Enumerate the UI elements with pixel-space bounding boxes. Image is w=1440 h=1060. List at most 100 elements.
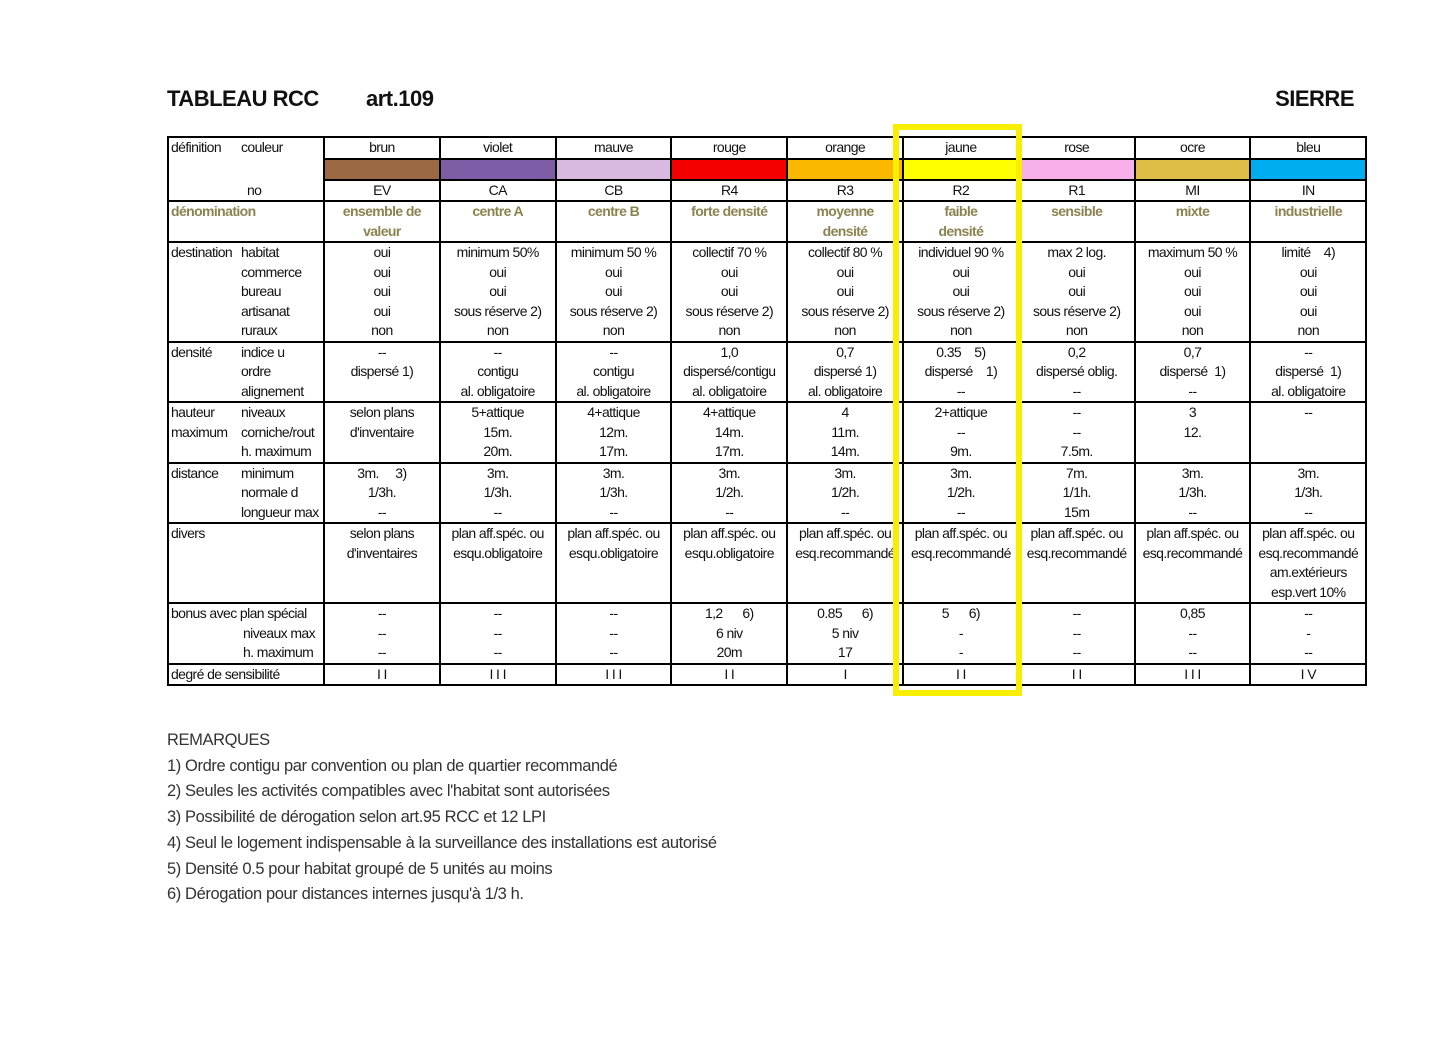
- cell-line: max 2 log.: [1047, 244, 1106, 260]
- remarks-title: REMARQUES: [167, 731, 270, 749]
- cell-line: 14m.: [830, 443, 860, 459]
- cell-line: collectif 80 %: [808, 244, 883, 260]
- cell-line: moyenne: [816, 203, 874, 219]
- zone-code: R3: [786, 178, 904, 202]
- cell-line: 12m.: [599, 423, 628, 440]
- cell-line: limité 4): [1281, 244, 1336, 260]
- row-label-sub: artisanat: [241, 302, 290, 319]
- color-name: bleu: [1249, 136, 1368, 160]
- article-number: art.109: [366, 86, 434, 111]
- cell-line: 1/3h.: [483, 484, 513, 500]
- row-label-sub: normale d: [241, 484, 298, 500]
- zone-denomination: ensemble de valeur: [323, 200, 441, 243]
- row-label-sub: ordre: [241, 363, 271, 379]
- cell-line: --: [493, 343, 503, 360]
- cell-line: esqu.obligatoire: [568, 544, 659, 561]
- row-label-destination: destination habitat commerce bureau artisana…: [167, 241, 325, 343]
- cell-line: oui: [373, 244, 391, 260]
- cell-line: oui: [1184, 263, 1201, 280]
- row-label-sub: commerce: [241, 263, 302, 280]
- cell-line: oui: [373, 283, 391, 299]
- cell-line: 15m.: [483, 423, 513, 440]
- color-name: rose: [1017, 136, 1136, 160]
- cell-line: non: [371, 322, 393, 338]
- cell-line: plan aff.spéc. ou: [683, 525, 776, 541]
- zone-denomination: sensible: [1017, 200, 1136, 243]
- cell-line: --: [1072, 644, 1082, 660]
- cell-line: --: [377, 644, 387, 660]
- cell-line: --: [377, 343, 387, 360]
- row-no: EV CA CB R4 R3 R2 R1 MI IN: [168, 178, 1368, 202]
- label-definition: définition: [171, 139, 222, 155]
- row-couleur: définition couleur no brun violet mauve rouge o…: [167, 136, 1368, 202]
- cell-line: 3m.: [1297, 464, 1320, 481]
- row-label-sub: niveaux: [241, 404, 286, 420]
- cell-line: --: [1188, 503, 1197, 520]
- cell-line: sensible: [1051, 203, 1103, 219]
- cell-line: oui: [489, 263, 507, 280]
- cell-line: esq.recommandé: [795, 544, 895, 561]
- cell-line: contigu: [477, 363, 519, 379]
- zone-code: EV: [323, 178, 441, 202]
- cell-sensibilite: I I I: [438, 662, 557, 686]
- cell-line: oui: [1068, 283, 1086, 299]
- cell-line: sous réserve 2): [917, 302, 1005, 319]
- cell-hauteur: -- -- 7.5m.: [1017, 401, 1136, 464]
- cell-line: 9m.: [950, 443, 972, 459]
- cell-destination: individuel 90 % oui oui sous réserve 2) non: [901, 241, 1020, 343]
- cell-line: oui: [952, 283, 970, 299]
- cell-line: --: [609, 343, 618, 360]
- cell-line: dispersé/contigu: [683, 363, 776, 379]
- cell-line: --: [609, 624, 618, 641]
- cell-line: --: [493, 624, 503, 641]
- cell-line: oui: [1068, 263, 1086, 280]
- cell-line: dispersé oblig.: [1036, 363, 1118, 379]
- cell-line: esq.recommandé: [1142, 544, 1243, 561]
- cell-line: centre B: [587, 203, 640, 219]
- cell-distance: 3m. 1/3h. --: [1249, 461, 1368, 524]
- cell-line: d'inventaires: [346, 544, 418, 561]
- cell-destination: collectif 80 % oui oui sous réserve 2) non: [786, 241, 904, 343]
- cell-line: 5 niv: [831, 624, 859, 641]
- cell-distance: 3m. 1/2h. --: [901, 461, 1020, 524]
- cell-bonus: 1,2 6) 6 niv 20m: [670, 602, 789, 665]
- cell-line: selon plans: [349, 404, 415, 420]
- cell-line: 0,2: [1067, 343, 1086, 360]
- cell-line: 2+attique: [934, 404, 988, 420]
- cell-line: forte densité: [691, 203, 768, 219]
- cell-line: --: [1304, 644, 1313, 660]
- cell-line: 1/3h.: [1294, 484, 1323, 500]
- cell-line: --: [1304, 404, 1313, 420]
- remark-item: 4) Seul le logement indispensable à la s…: [167, 833, 717, 852]
- cell-line: valeur: [363, 222, 401, 239]
- row-label-hauteur: hauteur maximum niveaux corniche/rout h. max…: [167, 401, 325, 464]
- color-swatch: [670, 157, 789, 181]
- cell-sensibilite: I I I: [1133, 662, 1252, 686]
- row-label-sub: indice u: [241, 343, 285, 360]
- cell-line: 7.5m.: [1060, 443, 1094, 459]
- cell-line: 0,85: [1180, 605, 1205, 621]
- cell-line: non: [718, 322, 741, 338]
- cell-line: oui: [1299, 302, 1317, 319]
- cell-sensibilite: I I: [1017, 662, 1136, 686]
- cell-line: sous réserve 2): [685, 302, 774, 319]
- cell-line: --: [609, 605, 618, 621]
- row-label-denomination: dénomination: [167, 200, 325, 243]
- color-swatch: [1017, 157, 1136, 181]
- cell-line: plan aff.spéc. ou: [567, 525, 660, 541]
- cell-line: plan aff.spéc. ou: [1030, 525, 1124, 541]
- cell-line: ensemble de: [342, 203, 422, 219]
- cell-line: al. obligatoire: [692, 382, 767, 399]
- color-name: violet: [438, 136, 557, 160]
- cell-line: oui: [1184, 302, 1201, 319]
- cell-line: 20m: [716, 644, 743, 660]
- cell-distance: 3m. 3) 1/3h. --: [323, 461, 441, 524]
- cell-line: oui: [1184, 283, 1201, 299]
- cell-densite: 0,7 dispersé 1) --: [1133, 340, 1252, 403]
- cell-line: mixte: [1175, 203, 1210, 219]
- cell-line: esp.vert 10%: [1271, 583, 1346, 600]
- cell-line: 3m.: [486, 464, 509, 481]
- row-label-main: hauteur: [171, 404, 215, 420]
- cell-line: 4: [841, 404, 849, 420]
- cell-sensibilite: I I: [901, 662, 1020, 686]
